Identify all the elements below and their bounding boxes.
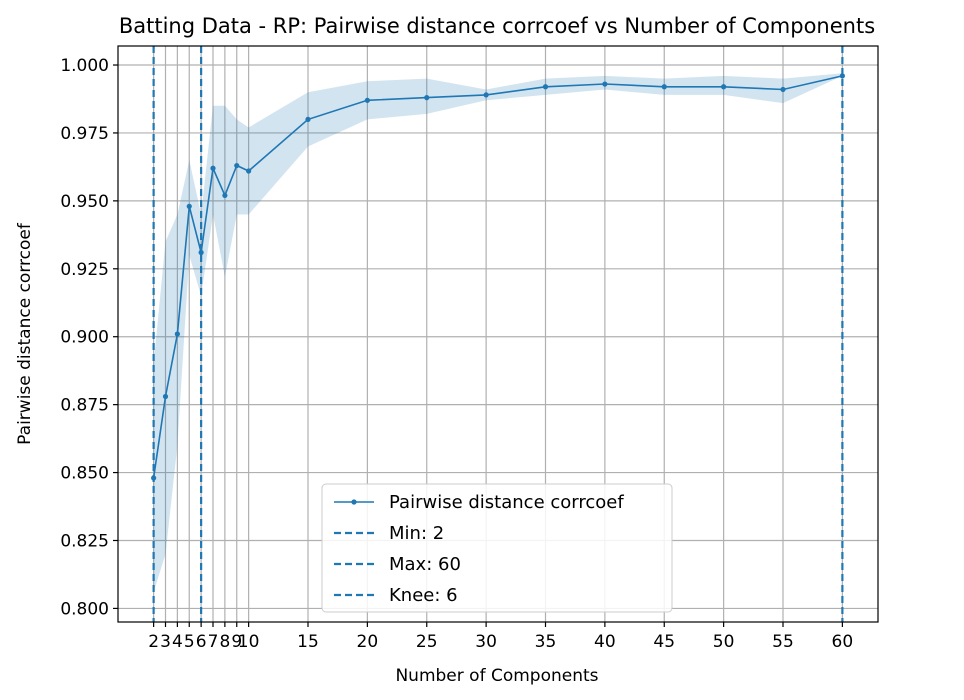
chart-title: Batting Data - RP: Pairwise distance cor…	[119, 14, 875, 38]
x-tick-label: 8	[219, 632, 230, 652]
x-axis-title: Number of Components	[395, 666, 598, 686]
x-tick-label: 7	[208, 632, 219, 652]
data-point	[234, 162, 240, 169]
confidence-band-layer	[153, 73, 843, 593]
x-tick-label: 20	[357, 632, 379, 652]
y-axis-title: Pairwise distance corrcoef	[15, 222, 35, 445]
data-point	[424, 95, 430, 101]
data-point	[721, 84, 727, 90]
legend-box	[321, 483, 673, 613]
y-tick-label: 0.800	[60, 599, 109, 619]
legend-label: Knee: 6	[389, 585, 458, 606]
legend-marker-swatch	[351, 499, 357, 505]
x-tick-label: 15	[297, 632, 319, 652]
x-tick-label: 45	[653, 632, 675, 652]
data-point	[210, 165, 216, 171]
confidence-band	[153, 73, 843, 593]
data-point	[602, 81, 608, 87]
data-point	[222, 192, 228, 199]
y-tick-label: 0.975	[60, 124, 109, 144]
data-point	[198, 249, 204, 256]
y-tick-label: 0.825	[60, 531, 109, 551]
x-tick-label: 35	[535, 632, 557, 652]
x-tick-label: 30	[475, 632, 497, 652]
data-point	[839, 73, 845, 79]
y-tick-label: 0.875	[60, 396, 109, 416]
x-tick-label: 3	[160, 632, 171, 652]
plot-frame	[117, 45, 879, 623]
reference-lines-layer	[152, 46, 844, 622]
data-point	[305, 116, 311, 122]
x-tick-label: 2	[148, 632, 159, 652]
x-tick-label: 10	[238, 632, 260, 652]
y-tick-label: 0.925	[60, 260, 109, 280]
legend: Pairwise distance corrcoef Min: 2 Max: 60 K…	[321, 483, 673, 613]
data-point	[246, 168, 252, 174]
x-tick-label: 9	[231, 632, 242, 652]
data-point	[780, 86, 786, 93]
data-point	[542, 84, 549, 90]
y-tick-label: 0.850	[60, 464, 109, 484]
data-point	[186, 203, 192, 209]
x-tick-label: 50	[713, 632, 735, 652]
data-point	[162, 393, 169, 400]
legend-label: Max: 60	[389, 554, 461, 575]
y-tick-label: 0.900	[60, 328, 109, 348]
y-tick-label: 1.000	[60, 56, 109, 76]
data-point	[364, 97, 370, 103]
data-point	[483, 92, 489, 98]
tick-layer: 2 3 4 5 6 7 8 910 15 20 25 30 35 40 45 50 55 600.8000.825…	[60, 56, 853, 652]
x-tick-label: 6	[196, 632, 207, 652]
x-tick-label: 25	[416, 632, 438, 652]
x-tick-label: 4	[172, 632, 183, 652]
data-point	[174, 331, 180, 337]
y-tick-label: 0.950	[60, 192, 109, 212]
x-tick-label: 40	[594, 632, 616, 652]
x-tick-label: 60	[832, 632, 854, 652]
x-tick-label: 5	[184, 632, 195, 652]
series-layer	[151, 73, 845, 481]
legend-label: Pairwise distance corrcoef	[389, 492, 624, 513]
data-point	[661, 84, 667, 90]
data-point	[151, 475, 157, 481]
x-tick-label: 55	[772, 632, 794, 652]
legend-label: Min: 2	[389, 523, 444, 544]
